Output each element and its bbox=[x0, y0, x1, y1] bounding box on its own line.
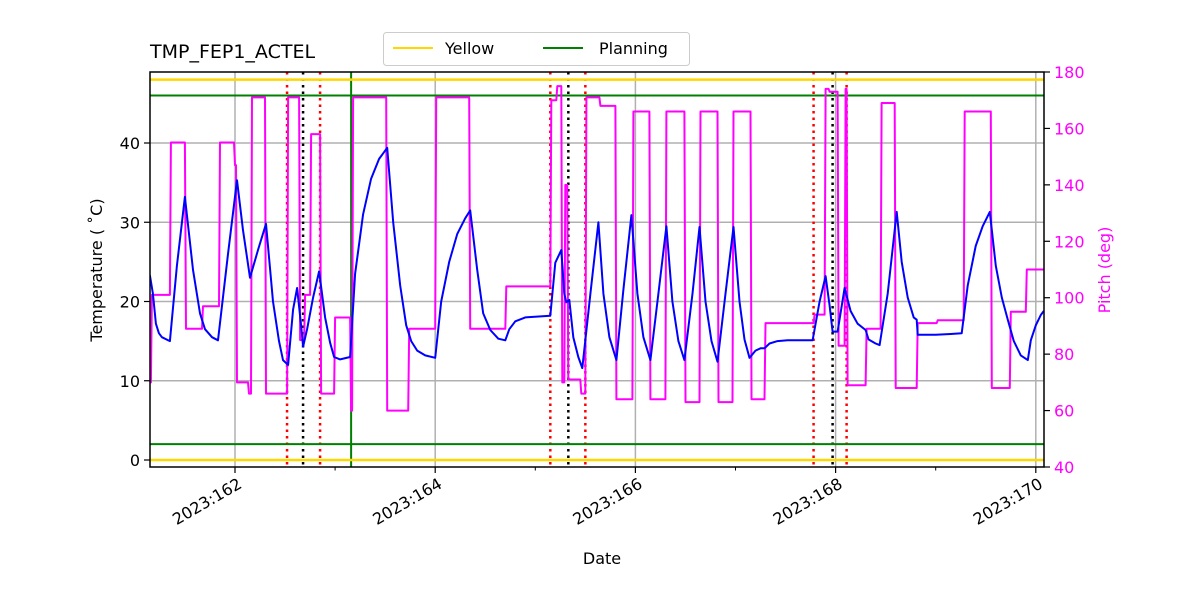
x-axis-label: Date bbox=[583, 549, 621, 568]
y-tick-label: 40 bbox=[120, 134, 140, 153]
legend-label-yellow: Yellow bbox=[444, 39, 494, 58]
legend-box bbox=[383, 32, 690, 66]
y2-tick-label: 40 bbox=[1054, 458, 1074, 477]
pitch-line bbox=[150, 85, 1044, 412]
chart-title: TMP_FEP1_ACTEL bbox=[149, 41, 315, 63]
y2-tick-label: 140 bbox=[1054, 176, 1085, 195]
temperature-line bbox=[150, 146, 1044, 370]
y-tick-label: 10 bbox=[120, 372, 140, 391]
legend-label-planning: Planning bbox=[599, 39, 668, 58]
y2-tick-label: 80 bbox=[1054, 345, 1074, 364]
y2-tick-label: 60 bbox=[1054, 402, 1074, 421]
limit-lines bbox=[150, 78, 1044, 462]
plot-frame bbox=[149, 71, 1045, 468]
y-tick-label: 30 bbox=[120, 213, 140, 232]
y-tick-label: 0 bbox=[130, 451, 140, 470]
y2-tick-label: 100 bbox=[1054, 289, 1085, 308]
y2-axis-label: Pitch (deg) bbox=[1095, 227, 1114, 314]
y2-tick-label: 160 bbox=[1054, 119, 1085, 138]
legend: Yellow Planning bbox=[383, 32, 690, 66]
y-tick-label: 20 bbox=[120, 293, 140, 312]
y2-tick-label: 120 bbox=[1054, 232, 1085, 251]
series-lines bbox=[150, 85, 1044, 412]
y2-tick-label: 180 bbox=[1054, 63, 1085, 82]
y-axis-label: Temperature ( ˚C) bbox=[87, 198, 106, 342]
